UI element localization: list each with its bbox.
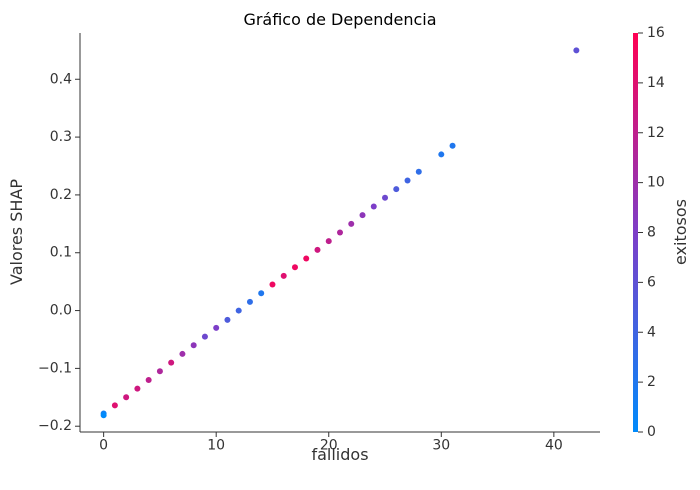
- chart-title: Gráfico de Dependencia: [243, 10, 436, 29]
- scatter-point: [382, 194, 389, 201]
- colorbar-tick-label: 10: [647, 175, 665, 191]
- x-axis-title: fallidos: [311, 445, 368, 464]
- y-tick-label: 0.1: [50, 245, 72, 261]
- colorbar-tick-label: 16: [647, 25, 665, 41]
- scatter-point: [280, 272, 287, 279]
- colorbar-title: exitosos: [671, 199, 690, 265]
- scatter-point: [359, 212, 366, 219]
- scatter-point: [415, 168, 422, 175]
- colorbar-tick-label: 6: [647, 274, 656, 290]
- y-tick-label: −0.2: [38, 418, 72, 434]
- y-axis-ticks: −0.2 −0.1 0.0 0.1 0.2 0.3 0.4: [38, 71, 80, 434]
- scatter-point: [258, 290, 265, 297]
- colorbar: [633, 33, 638, 432]
- scatter-point: [314, 246, 321, 253]
- y-axis-title: Valores SHAP: [7, 179, 26, 285]
- scatter-point: [370, 203, 377, 210]
- scatter-point: [213, 324, 220, 331]
- colorbar-tick-label: 8: [647, 225, 656, 241]
- x-tick-label: 0: [99, 438, 108, 454]
- scatter-point: [168, 359, 175, 366]
- scatter-point: [393, 186, 400, 193]
- colorbar-tick-label: 14: [647, 75, 665, 91]
- y-tick-label: 0.2: [50, 187, 72, 203]
- y-tick-label: 0.0: [50, 303, 72, 319]
- scatter-point: [100, 412, 107, 419]
- scatter-point: [224, 316, 231, 323]
- y-tick-label: 0.3: [50, 129, 72, 145]
- x-tick-label: 10: [207, 438, 225, 454]
- y-tick-label: 0.4: [50, 71, 72, 87]
- scatter-point: [123, 394, 130, 401]
- scatter-point: [111, 402, 118, 409]
- x-tick-label: 40: [545, 438, 563, 454]
- x-tick-label: 30: [432, 438, 450, 454]
- colorbar-tick-label: 12: [647, 125, 665, 141]
- scatter-point: [156, 368, 163, 375]
- scatter-point: [246, 298, 253, 305]
- scatter-point: [573, 47, 580, 54]
- scatter-point: [337, 229, 343, 236]
- y-tick-label: −0.1: [38, 360, 72, 376]
- scatter-point: [201, 333, 208, 340]
- scatter-point: [325, 238, 332, 245]
- scatter-point: [190, 342, 197, 349]
- scatter-point: [235, 307, 242, 314]
- colorbar-tick-label: 0: [647, 424, 656, 440]
- scatter-point: [145, 376, 152, 383]
- scatter-points: [100, 47, 580, 419]
- colorbar-tick-label: 4: [647, 324, 656, 340]
- scatter-point: [438, 151, 445, 158]
- scatter-point: [291, 264, 298, 271]
- colorbar-ticks: 0 2 4 6 8 10 12 14 16: [638, 25, 665, 440]
- scatter-point: [303, 255, 310, 262]
- x-tick-label: 20: [320, 438, 338, 454]
- scatter-point: [449, 142, 456, 149]
- scatter-point: [179, 350, 186, 357]
- scatter-point: [134, 385, 141, 392]
- scatter-point: [269, 281, 276, 288]
- colorbar-tick-label: 2: [647, 374, 656, 390]
- scatter-point: [404, 177, 411, 184]
- x-axis-ticks: 0 10 20 30 40: [99, 432, 563, 454]
- scatter-point: [348, 220, 355, 227]
